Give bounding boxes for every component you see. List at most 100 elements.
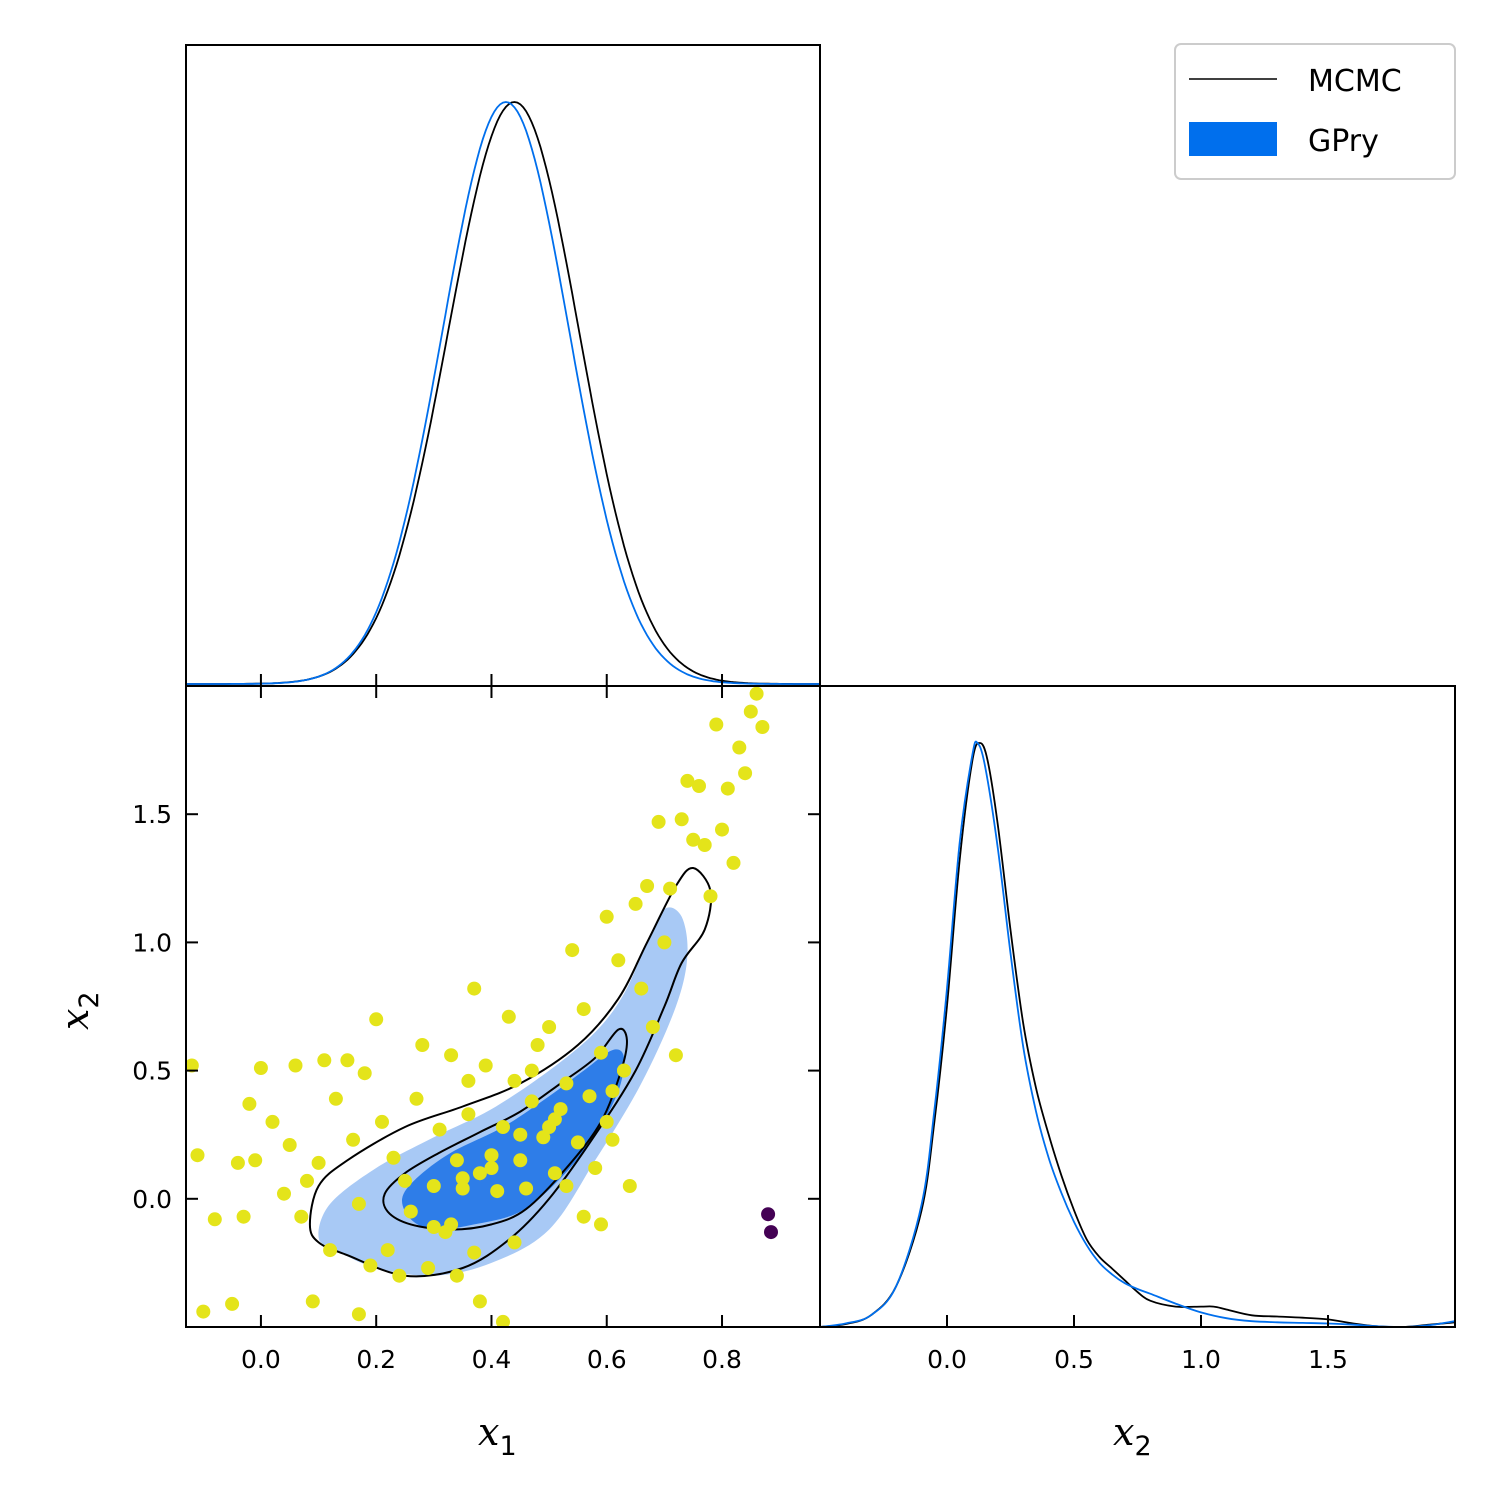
sample-point xyxy=(426,1220,441,1234)
x2-y-tick-label: 0.0 xyxy=(132,1185,172,1214)
sample-point xyxy=(380,1243,395,1258)
x2-axis-label: x2 xyxy=(1113,1410,1152,1462)
sample-point xyxy=(749,686,764,701)
sample-point xyxy=(225,1296,240,1311)
x2-y-tick-label: 1.5 xyxy=(132,800,172,829)
sample-point xyxy=(547,1166,562,1181)
sample-point xyxy=(328,1091,343,1106)
x1-tick-label: 0.2 xyxy=(356,1345,396,1374)
sample-point xyxy=(461,1107,476,1122)
x2-y-axis-label: x2 xyxy=(53,991,105,1030)
sample-point xyxy=(553,1102,568,1117)
sample-point xyxy=(524,1094,539,1109)
legend-mcmc-label: MCMC xyxy=(1308,64,1402,99)
sample-point xyxy=(657,935,672,950)
sample-point xyxy=(472,1166,487,1181)
sample-point xyxy=(253,1061,268,1075)
sample-point xyxy=(346,1132,361,1147)
sample-point xyxy=(294,1209,309,1224)
sample-point xyxy=(461,1073,476,1088)
sample-point xyxy=(375,1114,389,1129)
x1-marginal-panel xyxy=(185,44,821,687)
sample-point xyxy=(680,773,695,788)
sample-point xyxy=(697,838,712,852)
sample-point xyxy=(726,855,741,870)
sample-point xyxy=(536,1130,551,1145)
sample-point xyxy=(542,1020,557,1034)
sample-point xyxy=(472,1294,487,1309)
x1-density-gpry xyxy=(186,101,820,685)
sample-point xyxy=(490,1184,505,1199)
sample-point xyxy=(190,1148,205,1163)
sample-point xyxy=(455,1181,470,1196)
x2-tick-label: 0.5 xyxy=(1054,1345,1094,1374)
sample-point xyxy=(715,822,729,837)
x2-density-gpry xyxy=(820,740,1455,1327)
sample-point xyxy=(421,1261,436,1275)
sample-point xyxy=(398,1173,412,1188)
sample-point xyxy=(230,1155,245,1170)
sample-point xyxy=(674,812,689,827)
x2-tick-label: 0.0 xyxy=(927,1345,967,1374)
x2-tick-label: 1.0 xyxy=(1181,1345,1221,1374)
sample-point xyxy=(565,943,580,958)
sample-point xyxy=(305,1294,320,1309)
sample-point xyxy=(530,1038,545,1052)
sample-point xyxy=(478,1058,493,1073)
x2-y-tick-label: 0.5 xyxy=(132,1057,172,1086)
x2-marginal-panel: 0.0 0.5 1.0 1.5 xyxy=(819,685,1456,1374)
sample-point xyxy=(709,717,724,732)
x2-y-tick-label: 1.0 xyxy=(132,928,172,957)
sample-point xyxy=(311,1155,326,1170)
sample-point xyxy=(340,1053,355,1068)
sample-point xyxy=(484,1161,499,1175)
sample-point xyxy=(668,1048,683,1063)
sample-point xyxy=(594,1217,608,1232)
sample-point xyxy=(409,1091,424,1106)
legend-gpry-label: GPry xyxy=(1308,124,1379,159)
sample-point xyxy=(513,1153,528,1168)
legend-gpry-swatch xyxy=(1189,122,1277,156)
sample-point xyxy=(496,1314,510,1327)
x2-density-mcmc xyxy=(820,742,1455,1327)
sample-point xyxy=(732,740,747,755)
sample-point xyxy=(444,1217,459,1232)
sample-point xyxy=(617,1063,631,1078)
sample-point xyxy=(432,1122,447,1137)
sample-point xyxy=(449,1268,464,1283)
sample-point xyxy=(645,1020,660,1034)
outlier-point xyxy=(761,1207,776,1222)
x1-tick-label: 0.0 xyxy=(241,1345,281,1374)
sample-point xyxy=(588,1161,603,1175)
sample-point xyxy=(248,1153,263,1168)
sample-point xyxy=(496,1120,510,1134)
sample-point xyxy=(288,1058,303,1073)
sample-point xyxy=(357,1066,372,1081)
sample-point xyxy=(317,1053,332,1068)
sample-point xyxy=(351,1196,366,1211)
sample-point xyxy=(559,1076,574,1091)
sample-point xyxy=(455,1171,470,1186)
sample-point xyxy=(467,981,482,996)
sample-point xyxy=(351,1307,366,1322)
sample-point xyxy=(363,1258,378,1273)
sample-point xyxy=(300,1173,314,1188)
sample-point xyxy=(594,1045,608,1060)
sample-point xyxy=(599,909,614,924)
contour-mcmc-95 xyxy=(308,866,713,1278)
sample-point xyxy=(582,1089,597,1104)
sample-point xyxy=(426,1179,441,1193)
sample-point xyxy=(559,1179,574,1193)
sample-point xyxy=(444,1048,459,1063)
sample-point xyxy=(686,832,701,847)
sample-point xyxy=(524,1063,539,1078)
sample-point xyxy=(467,1245,482,1260)
sample-point xyxy=(738,766,753,781)
x1-axis-label: x1 xyxy=(478,1410,517,1462)
sample-point xyxy=(449,1153,464,1168)
sample-point xyxy=(277,1186,291,1201)
x1-tick-label: 0.8 xyxy=(702,1345,742,1374)
sample-point xyxy=(415,1038,430,1052)
sample-point xyxy=(513,1127,528,1142)
sample-point xyxy=(547,1112,562,1127)
